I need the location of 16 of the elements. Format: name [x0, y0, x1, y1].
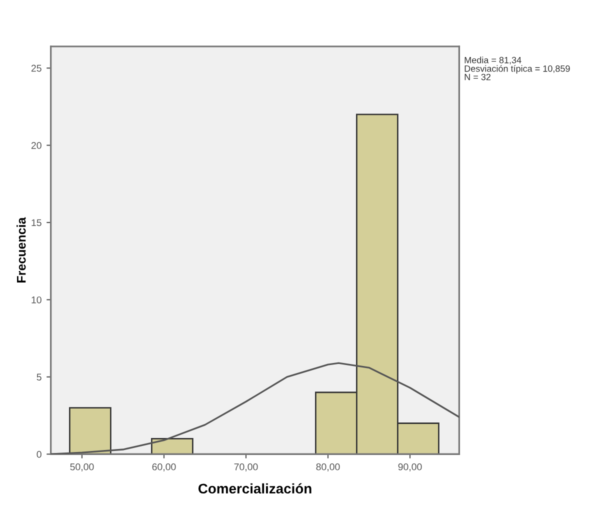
y-tick-label: 15 [32, 219, 42, 226]
x-tick-label: 60,00 [152, 463, 176, 472]
y-axis-title: Frecuencia [16, 217, 26, 282]
text: Desviación típica = 10,859 [464, 65, 570, 74]
text: Media = 81,34 [464, 56, 522, 64]
y-tick-label: 0 [36, 450, 42, 458]
y-tick-label: 25 [31, 64, 42, 72]
x-axis-title: Comercialización [198, 483, 312, 494]
x-tick-label: 50,00 [70, 463, 94, 472]
y-tick-label: 5 [36, 374, 42, 381]
y-tick-label: 10 [32, 296, 42, 304]
y-tick-label: 20 [31, 142, 42, 149]
x-tick-label: 90,00 [398, 463, 422, 472]
x-tick-label: 80,00 [316, 463, 340, 472]
text: N = 32 [464, 74, 490, 80]
x-tick-label: 70,00 [234, 463, 258, 472]
